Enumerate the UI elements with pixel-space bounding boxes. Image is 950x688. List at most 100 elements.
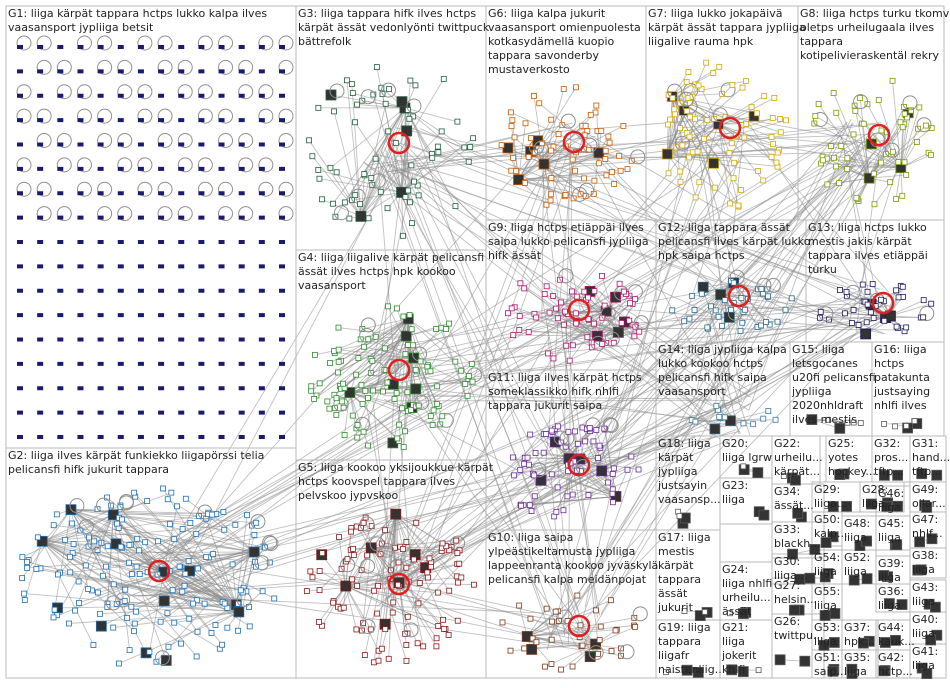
node [17,215,23,220]
node [582,122,589,129]
node [536,100,543,107]
node [97,215,104,220]
node [400,444,407,451]
group-label-g15: G15: liiga letsgocanes u20fi pelicansfi jyp… [791,343,876,426]
node [218,118,225,123]
edge [571,139,863,168]
node [663,669,669,676]
node [17,337,23,342]
group-label-line: G1: liiga kärpät tappara hctps lukko kal… [8,7,267,20]
node [77,410,84,415]
node [509,117,516,124]
node [548,147,555,154]
self-loop [36,35,52,51]
node [815,101,822,107]
node [136,571,143,577]
node [555,131,562,138]
edge [739,300,884,335]
node [911,418,918,424]
edge [548,118,710,133]
node [218,386,225,391]
node [581,175,588,182]
self-loop [36,133,52,148]
node [57,191,64,196]
node-cluster-g30 [794,572,816,585]
node [198,410,205,415]
node-cluster-g55 [819,608,841,621]
edge [550,471,566,636]
node [258,93,265,98]
node [709,423,721,435]
node-cluster-g38 [912,564,927,576]
node [17,386,23,391]
node [212,622,219,628]
node [309,574,316,581]
node [543,431,549,437]
node [440,626,447,632]
self-loop [674,135,690,151]
node [721,297,728,303]
node [349,412,356,419]
node [346,215,353,222]
edge [53,524,255,553]
node [110,581,117,588]
node [37,93,44,98]
node [17,93,23,98]
node [117,288,124,293]
node [740,463,747,470]
node [198,264,205,269]
node [158,595,170,607]
self-loop [729,269,745,285]
node [399,546,406,553]
node [716,413,723,420]
group-label-line: pelvskoo jypvskoo [298,489,398,502]
node [364,552,371,559]
edge [42,524,236,542]
node [846,663,858,675]
node [238,313,245,318]
group-label-line: liiga [878,571,901,584]
group-label-line: ylpeästikeltamusta jypliiga [488,545,635,558]
node [703,59,710,66]
edge [368,323,709,596]
node [404,389,411,396]
node [238,93,245,98]
node [548,471,555,478]
highlight-loop [387,131,411,155]
node [574,592,581,599]
node [339,398,346,405]
node [198,337,205,342]
node [433,326,440,332]
node [562,192,569,198]
edge [370,135,596,166]
node [95,589,101,596]
group-label-line: vaasansport [658,385,726,398]
node [819,157,826,164]
edge [412,161,551,398]
node [158,118,165,123]
self-loop [278,133,294,148]
node [137,288,144,293]
node [17,240,23,244]
self-loop [853,94,869,110]
node [861,573,873,585]
node [692,116,698,123]
edge [518,174,607,181]
node [433,401,440,407]
node [901,110,908,117]
node [178,118,185,123]
edge [706,122,847,295]
node [194,565,201,572]
node [445,632,452,638]
node [315,167,322,173]
node [360,620,366,627]
node [602,147,609,154]
node [413,519,420,526]
group-label-line: liiga nhlfi [722,577,772,590]
group-label-g9: G9: liiga hctps etiäppäi ilves saipa lukk… [488,221,649,262]
edge [382,94,403,193]
edge [116,603,239,613]
node [382,626,389,633]
node [550,355,557,362]
node [137,361,144,366]
